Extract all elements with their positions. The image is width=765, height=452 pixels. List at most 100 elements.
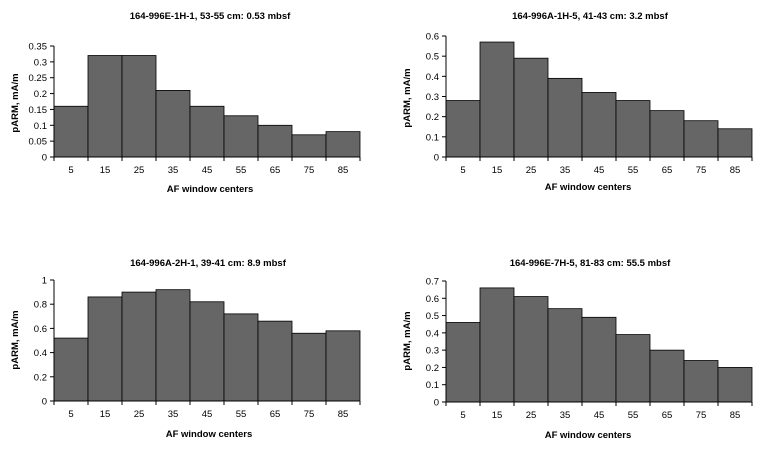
y-tick-label: 0.6: [426, 32, 439, 43]
y-tick-label: 0.1: [426, 132, 439, 143]
x-axis-label: AF window centers: [545, 182, 632, 193]
y-tick-label: 0.4: [34, 348, 47, 359]
x-tick-label: 65: [662, 165, 673, 176]
x-tick-label: 55: [236, 409, 247, 420]
x-tick-label: 35: [168, 409, 179, 420]
y-tick-label: 0.3: [426, 346, 439, 357]
x-tick-label: 35: [560, 165, 571, 176]
bar-65: [257, 124, 293, 158]
bar-75: [683, 120, 719, 158]
y-tick-label: 0: [42, 397, 47, 408]
x-tick-label: 45: [594, 410, 605, 421]
x-tick-label: 55: [628, 410, 639, 421]
y-tick-label: 0.8: [34, 300, 47, 311]
chart-panel-4: 164-996E-7H-5, 81-83 cm: 55.5 mbsf 0 0.1 0.…: [402, 258, 753, 441]
x-tick-label: 5: [68, 165, 73, 176]
x-axis-label: AF window centers: [545, 430, 632, 441]
y-tick-label: 0.4: [426, 328, 439, 339]
chart-panel-3: 164-996A-2H-1, 39-41 cm: 8.9 mbsf 0 0.2 0.4…: [10, 258, 361, 440]
bar-15: [87, 296, 123, 402]
x-tick-label: 55: [236, 165, 247, 176]
y-tick-label: 0.6: [426, 294, 439, 305]
y-tick-label: 1: [42, 276, 47, 287]
x-tick-label: 85: [730, 165, 741, 176]
bar-15: [87, 55, 123, 158]
bar-5: [53, 337, 89, 402]
bar-35: [547, 308, 583, 403]
y-tick-label: 0.7: [426, 277, 439, 288]
x-tick-label: 15: [492, 165, 503, 176]
y-tick-label: 0.6: [34, 324, 47, 335]
y-tick-label: 0.5: [426, 52, 439, 63]
y-tick-label: 0.2: [34, 89, 47, 100]
bar-25: [513, 296, 549, 403]
x-tick-label: 55: [628, 165, 639, 176]
bar-45: [581, 316, 617, 403]
bar-65: [649, 349, 685, 403]
y-tick-label: 0: [434, 153, 439, 164]
y-tick-label: 0.1: [426, 380, 439, 391]
chart-panel-2: 164-996A-1H-5, 41-43 cm: 3.2 mbsf 0 0.1 0.2…: [402, 11, 753, 193]
y-tick-label: 0.5: [426, 311, 439, 322]
chart-title: 164-996E-7H-5, 81-83 cm: 55.5 mbsf: [510, 258, 671, 269]
bar-45: [581, 92, 617, 158]
x-tick-label: 15: [100, 409, 111, 420]
y-tick-label: 0.2: [426, 112, 439, 123]
bar-75: [291, 134, 327, 158]
x-tick-label: 65: [662, 410, 673, 421]
x-tick-label: 25: [526, 165, 537, 176]
x-axis-label: AF window centers: [167, 184, 254, 195]
x-tick-label: 25: [134, 165, 145, 176]
bar-15: [479, 41, 515, 158]
bar-55: [223, 115, 259, 158]
y-axis-label: pARM, mA/m: [402, 311, 413, 370]
y-tick-label: 0.3: [34, 57, 47, 68]
x-tick-label: 25: [134, 409, 145, 420]
bar-25: [121, 55, 157, 158]
y-tick-label: 0.3: [426, 92, 439, 103]
y-tick-label: 0.25: [29, 73, 48, 84]
y-axis-label: pARM, mA/m: [402, 68, 413, 127]
y-tick-label: 0.1: [34, 121, 47, 132]
chart-title: 164-996E-1H-1, 53-55 cm: 0.53 mbsf: [130, 11, 291, 22]
bar-85: [325, 131, 361, 158]
x-tick-label: 65: [270, 165, 281, 176]
x-tick-label: 5: [460, 410, 465, 421]
y-tick-label: 0.2: [426, 363, 439, 374]
bar-85: [717, 128, 753, 158]
bar-75: [683, 360, 719, 403]
x-tick-label: 75: [696, 165, 707, 176]
y-tick-label: 0: [42, 153, 47, 164]
bar-65: [257, 320, 293, 402]
bar-75: [291, 332, 327, 402]
y-axis-label: pARM, mA/m: [10, 73, 21, 132]
y-tick-label: 0.35: [29, 42, 48, 53]
x-tick-label: 45: [202, 165, 213, 176]
x-tick-label: 85: [338, 165, 349, 176]
x-axis-label: AF window centers: [166, 429, 253, 440]
bar-85: [717, 367, 753, 403]
x-tick-label: 15: [100, 165, 111, 176]
bar-65: [649, 110, 685, 158]
chart-title: 164-996A-1H-5, 41-43 cm: 3.2 mbsf: [512, 11, 669, 22]
bar-55: [615, 100, 651, 158]
bar-5: [445, 100, 481, 158]
x-tick-label: 85: [338, 409, 349, 420]
y-tick-label: 0: [434, 398, 439, 409]
bar-25: [513, 57, 549, 158]
bar-45: [189, 301, 225, 402]
x-tick-label: 5: [460, 165, 465, 176]
bar-35: [155, 289, 191, 402]
bar-35: [547, 77, 583, 158]
x-tick-label: 75: [696, 410, 707, 421]
y-tick-label: 0.2: [34, 372, 47, 383]
y-axis-label: pARM, mA/m: [10, 310, 21, 369]
bar-25: [121, 291, 157, 402]
y-tick-label: 0.4: [426, 72, 439, 83]
chart-panel-1: 164-996E-1H-1, 53-55 cm: 0.53 mbsf 0 0.05 0…: [10, 11, 361, 195]
bar-5: [445, 322, 481, 403]
y-tick-label: 0.05: [29, 137, 48, 148]
bar-85: [325, 330, 361, 402]
